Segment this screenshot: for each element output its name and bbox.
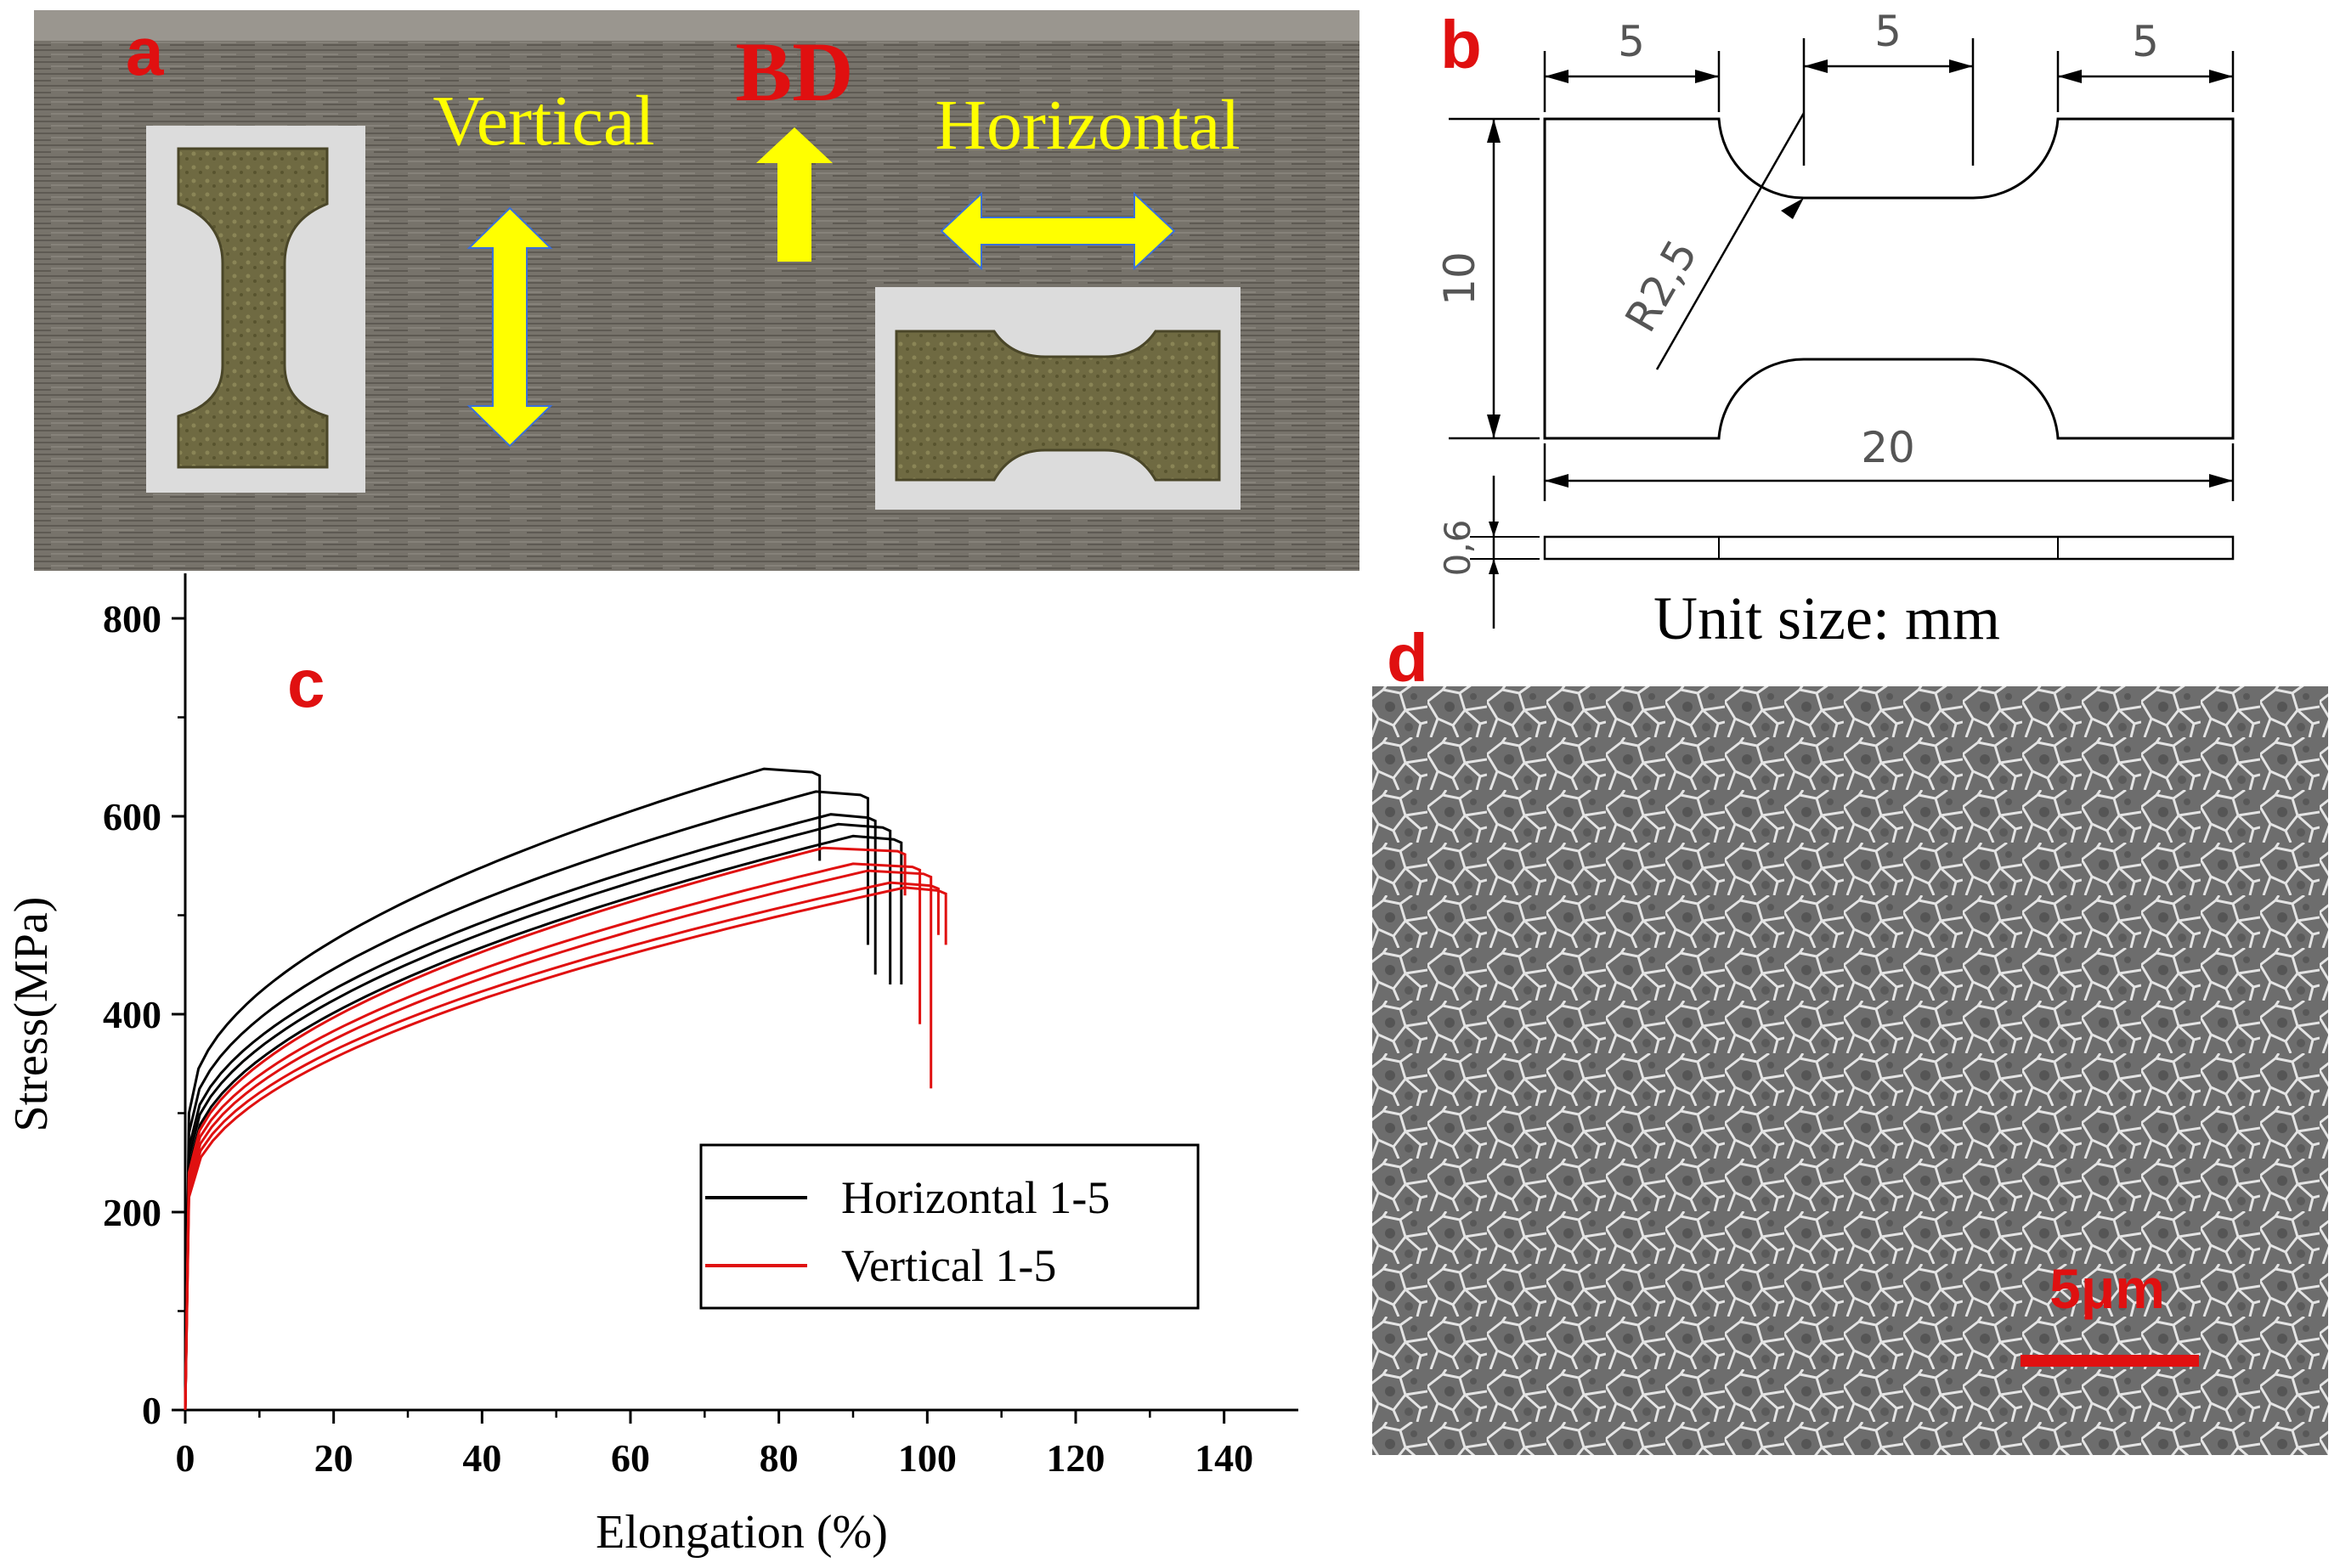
- panel-d: d 5μm: [1372, 620, 2328, 1455]
- y-tick-label: 400: [103, 993, 161, 1036]
- stress-strain-chart: 0 20 40 60 80 100 120 140 0 200 400 600 800 Elongatio…: [5, 573, 1298, 1559]
- vertical-double-arrow: [466, 206, 553, 448]
- curve-horizontal-5: [184, 834, 903, 1411]
- dim-radius: R2,5: [1616, 232, 1707, 341]
- x-tick-label: 80: [760, 1436, 799, 1480]
- panel-c-letter: c: [287, 646, 325, 721]
- x-tick-label: 140: [1195, 1436, 1253, 1480]
- legend-entry-label: Vertical 1-5: [841, 1240, 1056, 1291]
- sem-fractograph: [1372, 686, 2328, 1455]
- horizontal-double-arrow: [940, 191, 1176, 271]
- panel-d-letter: d: [1387, 620, 1428, 696]
- horizontal-specimen-photo: [875, 287, 1241, 510]
- curve-horizontal-1: [184, 767, 822, 1411]
- panel-b: b: [1435, 7, 2235, 652]
- x-tick-label: 100: [898, 1436, 957, 1480]
- curve-vertical-2: [184, 862, 922, 1411]
- curve-horizontal-2: [184, 790, 869, 1411]
- legend-entry-label: Horizontal 1-5: [841, 1172, 1110, 1223]
- curve-vertical-1: [184, 846, 907, 1411]
- radius-leader: [1655, 112, 1806, 370]
- dim-height: 10: [1435, 251, 1484, 306]
- y-tick-label: 800: [103, 597, 161, 640]
- legend-box: [699, 1143, 1200, 1310]
- curve-vertical-3: [184, 869, 933, 1411]
- dimension-arrowheads: [1487, 59, 2233, 574]
- bd-arrow: [756, 127, 833, 262]
- dim-top-mid: 5: [1874, 7, 1902, 56]
- curve-horizontal-4: [184, 822, 892, 1411]
- panel-c: c 0 20 40 60 80 100 120 140 0 200 400 600 800 Elongat…: [5, 573, 1298, 1559]
- unit-caption: Unit size: mm: [1653, 584, 2000, 652]
- x-axis-label: Elongation (%): [596, 1506, 888, 1559]
- vertical-specimen-photo: [146, 126, 365, 493]
- x-tick-label: 120: [1047, 1436, 1105, 1480]
- y-axis-label: Stress(MPa): [5, 897, 58, 1132]
- scale-bar-label: 5μm: [2049, 1257, 2165, 1320]
- panel-a-letter: a: [126, 14, 164, 89]
- curve-horizontal-3: [184, 813, 877, 1411]
- dim-top-right: 5: [2132, 17, 2159, 66]
- vertical-label: Vertical: [432, 82, 654, 161]
- x-tick-label: 40: [462, 1436, 501, 1480]
- plate-top-edge: [34, 10, 1359, 41]
- dim-top-left: 5: [1618, 17, 1645, 66]
- top-dimensions: [1543, 38, 2235, 166]
- y-tick-label: 200: [103, 1191, 161, 1234]
- horizontal-label: Horizontal: [935, 86, 1240, 165]
- side-view: [1543, 535, 2235, 561]
- dim-thickness: 0,6: [1437, 520, 1478, 577]
- panel-b-letter: b: [1440, 7, 1482, 82]
- panel-a: a Vertical BD Horizontal: [34, 10, 1359, 571]
- curve-vertical-4: [184, 881, 940, 1411]
- x-tick-label: 0: [176, 1436, 195, 1480]
- x-tick-label: 20: [314, 1436, 353, 1480]
- bd-label: BD: [736, 25, 854, 119]
- curve-vertical-5: [184, 886, 947, 1411]
- specimen-outline: [1543, 117, 2235, 440]
- y-tick-label: 0: [142, 1389, 161, 1432]
- x-tick-label: 60: [611, 1436, 650, 1480]
- dim-length: 20: [1861, 423, 1915, 472]
- y-tick-label: 600: [103, 795, 161, 838]
